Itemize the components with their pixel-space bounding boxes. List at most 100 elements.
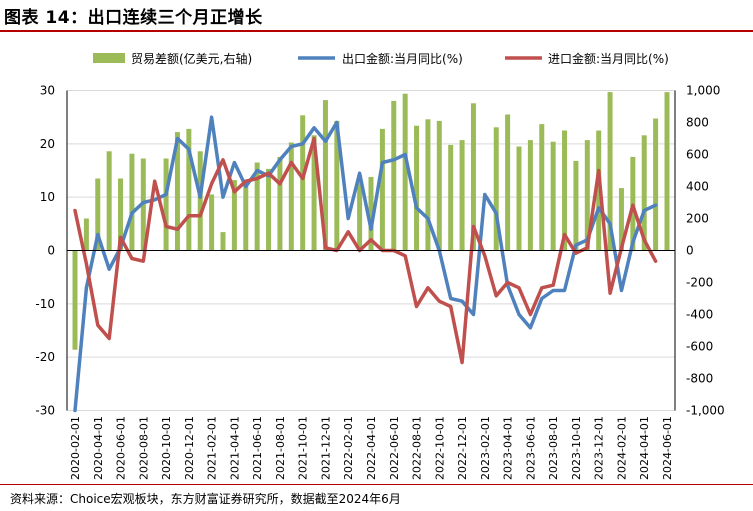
bar <box>266 168 272 251</box>
bar <box>300 115 306 251</box>
x-tick-label: 2023-12-01 <box>593 416 606 480</box>
x-tick-label: 2022-02-01 <box>342 416 355 480</box>
bar <box>527 140 533 251</box>
x-tick-label: 2022-12-01 <box>456 416 469 480</box>
bar <box>197 151 203 251</box>
bar <box>334 120 340 251</box>
bar <box>129 153 135 251</box>
bar <box>288 142 294 251</box>
x-tick-label: 2021-10-01 <box>297 416 310 480</box>
footer-rule <box>0 484 753 485</box>
y-right-tick-label: -800 <box>686 372 713 386</box>
x-tick-label: 2023-06-01 <box>524 416 537 480</box>
y-right-tick-label: 200 <box>686 212 709 226</box>
bar <box>231 180 237 251</box>
series-lines <box>73 115 658 413</box>
bar <box>391 100 397 251</box>
bar <box>436 120 442 251</box>
bar <box>186 128 192 251</box>
y-right-tick-label: -400 <box>686 308 713 322</box>
legend-label-bar: 贸易差额(亿美元,右轴) <box>131 51 252 66</box>
x-tick-label: 2022-04-01 <box>365 416 378 480</box>
bar <box>448 144 454 251</box>
x-tick-label: 2022-10-01 <box>433 416 446 480</box>
line-export <box>73 115 658 413</box>
bar <box>584 140 590 251</box>
y-right-tick-label: -600 <box>686 340 713 354</box>
bar <box>95 178 101 251</box>
bar <box>505 114 511 251</box>
bar <box>562 130 568 251</box>
x-tick-label: 2020-12-01 <box>183 416 196 480</box>
legend-swatch-bar <box>93 53 125 63</box>
y-left-tick-label: -10 <box>35 297 55 311</box>
x-tick-label: 2024-06-01 <box>661 416 674 480</box>
axes: 30 20 10 0 -10 -20 -30 1,000 800 600 400 200 0 -200 -4… <box>35 84 724 481</box>
bar <box>322 100 328 251</box>
bar <box>83 218 89 251</box>
bar <box>493 127 499 251</box>
bar <box>72 250 78 350</box>
bar <box>106 151 112 251</box>
x-tick-label: 2023-08-01 <box>547 416 560 480</box>
bar <box>368 176 374 251</box>
source-note: 资料来源：Choice宏观板块，东方财富证券研究所，数据截至2024年6月 <box>10 492 401 506</box>
x-tick-label: 2023-04-01 <box>502 416 515 480</box>
bar <box>470 103 476 251</box>
y-right-tick-label: -200 <box>686 276 713 290</box>
x-tick-label: 2023-02-01 <box>479 416 492 480</box>
bar <box>596 130 602 251</box>
chart-title: 图表 14：出口连续三个月正增长 <box>4 8 263 28</box>
y-right-tick-label: 1,000 <box>686 84 720 98</box>
bar <box>254 162 260 251</box>
x-tick-label: 2024-02-01 <box>615 416 628 480</box>
x-tick-label: 2023-10-01 <box>570 416 583 480</box>
bar <box>618 188 624 251</box>
x-tick-label: 2020-06-01 <box>115 416 128 480</box>
y-right-tick-label: 600 <box>686 148 709 162</box>
bar <box>118 178 124 251</box>
x-tick-label: 2021-12-01 <box>319 416 332 480</box>
y-right-tick-label: 0 <box>686 244 694 258</box>
bar <box>174 132 180 251</box>
x-tick-label: 2022-06-01 <box>388 416 401 480</box>
y-right-tick-label: 400 <box>686 180 709 194</box>
bar <box>357 175 363 251</box>
x-tick-label: 2021-08-01 <box>274 416 287 480</box>
x-tick-label: 2020-02-01 <box>69 416 82 480</box>
x-tick-label: 2020-04-01 <box>92 416 105 480</box>
bar <box>573 160 579 251</box>
bar <box>414 125 420 251</box>
bar <box>516 146 522 251</box>
legend-label-export: 出口金额:当月同比(%) <box>342 51 463 66</box>
bar <box>459 140 465 251</box>
legend-label-import: 进口金额:当月同比(%) <box>548 51 669 66</box>
bar <box>220 232 226 251</box>
y-left-tick-label: -30 <box>35 404 55 418</box>
y-left-tick-label: 20 <box>40 137 55 151</box>
x-tick-label: 2021-02-01 <box>206 416 219 480</box>
y-right-tick-label: 800 <box>686 116 709 130</box>
bar <box>539 124 545 251</box>
title-rule <box>0 30 753 32</box>
y-right-tick-label: -1,000 <box>686 404 725 418</box>
x-tick-label: 2020-10-01 <box>160 416 173 480</box>
bar <box>209 194 215 251</box>
x-tick-label: 2021-06-01 <box>251 416 264 480</box>
line-import <box>73 136 658 365</box>
bar <box>425 119 431 251</box>
y-left-tick-label: 0 <box>47 244 55 258</box>
bar <box>277 156 283 251</box>
y-left-tick-label: 10 <box>40 190 55 204</box>
bar <box>607 92 613 251</box>
chart: 30 20 10 0 -10 -20 -30 1,000 800 600 400 200 0 -200 -4… <box>35 51 724 481</box>
bar <box>641 135 647 251</box>
x-tick-label: 2020-08-01 <box>137 416 150 480</box>
bar <box>379 128 385 251</box>
bar <box>664 92 670 251</box>
legend: 贸易差额(亿美元,右轴) 出口金额:当月同比(%) 进口金额:当月同比(%) <box>93 51 669 66</box>
x-tick-label: 2024-04-01 <box>638 416 651 480</box>
bar <box>550 141 556 251</box>
bar <box>163 158 169 251</box>
bar <box>402 93 408 251</box>
